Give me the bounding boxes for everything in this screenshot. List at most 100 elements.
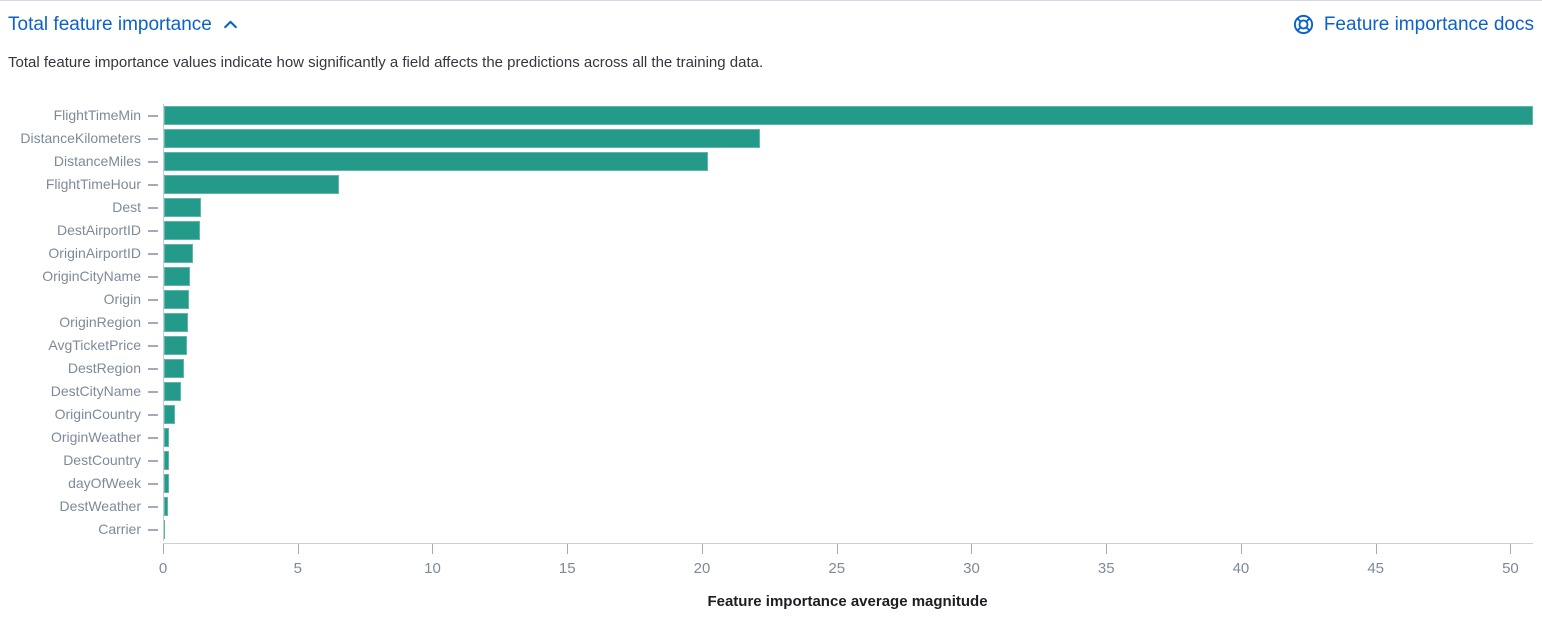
bar-OriginAirportID[interactable] bbox=[164, 244, 193, 263]
bar-row bbox=[164, 173, 1532, 196]
x-axis-tick-mark bbox=[432, 544, 434, 554]
x-axis-tick-mark bbox=[1240, 544, 1242, 554]
bar-AvgTicketPrice[interactable] bbox=[164, 336, 187, 355]
bar-row bbox=[164, 380, 1532, 403]
y-axis-label: dayOfWeek bbox=[68, 475, 141, 491]
bar-row bbox=[164, 449, 1532, 472]
y-axis-tick-mark bbox=[148, 437, 158, 439]
y-axis-label: DestWeather bbox=[59, 498, 141, 514]
bar-row bbox=[164, 127, 1532, 150]
x-axis-tick-label: 50 bbox=[1502, 560, 1519, 577]
bar-OriginCountry[interactable] bbox=[164, 405, 176, 424]
x-axis-tick-mark bbox=[163, 544, 164, 554]
bar-DestCountry[interactable] bbox=[164, 451, 170, 470]
x-axis-tick-label: 40 bbox=[1232, 560, 1250, 577]
y-axis-label: FlightTimeHour bbox=[45, 176, 141, 192]
bar-FlightTimeMin[interactable] bbox=[164, 106, 1533, 125]
bar-row bbox=[164, 495, 1532, 518]
bar-DestRegion[interactable] bbox=[164, 359, 184, 378]
bar-dayOfWeek[interactable] bbox=[164, 474, 169, 493]
x-axis-tick-mark bbox=[971, 544, 973, 554]
x-axis-tick-label: 5 bbox=[293, 560, 302, 577]
y-axis-tick-mark bbox=[148, 230, 158, 232]
bar-Carrier[interactable] bbox=[164, 520, 166, 539]
x-axis-tick-label: 0 bbox=[158, 560, 168, 577]
bar-row bbox=[164, 426, 1532, 449]
bar-OriginRegion[interactable] bbox=[164, 313, 188, 332]
plot-area bbox=[163, 104, 1533, 541]
y-axis-tick-mark bbox=[148, 276, 158, 278]
x-axis-tick-mark bbox=[1375, 544, 1377, 554]
y-axis-label: DistanceKilometers bbox=[20, 130, 141, 146]
bar-row bbox=[164, 104, 1533, 127]
bar-Origin[interactable] bbox=[164, 290, 190, 309]
y-axis-tick-mark bbox=[148, 299, 158, 301]
bar-OriginCityName[interactable] bbox=[164, 267, 190, 286]
y-axis-label: DestRegion bbox=[67, 360, 141, 376]
y-axis-tick-mark bbox=[148, 207, 158, 209]
bar-DistanceKilometers[interactable] bbox=[164, 129, 760, 148]
y-axis-tick-mark bbox=[148, 115, 158, 117]
y-axis-tick-mark bbox=[148, 529, 158, 531]
bar-DestWeather[interactable] bbox=[164, 497, 169, 516]
bar-OriginWeather[interactable] bbox=[164, 428, 170, 447]
bar-Dest[interactable] bbox=[164, 198, 201, 217]
x-axis-tick-label: 25 bbox=[828, 560, 846, 577]
y-axis-label: OriginRegion bbox=[59, 314, 141, 330]
bar-row bbox=[164, 150, 1532, 173]
y-axis-label: FlightTimeMin bbox=[53, 107, 141, 123]
bar-row bbox=[164, 219, 1532, 242]
panel-header: Total feature importance Feature importa… bbox=[8, 13, 1534, 36]
y-axis-label: OriginCityName bbox=[42, 268, 141, 284]
panel-title: Total feature importance bbox=[8, 13, 212, 35]
x-axis-title: Feature importance average magnitude bbox=[707, 593, 988, 610]
x-axis-tick-label: 30 bbox=[963, 560, 980, 577]
x-axis-tick-mark bbox=[567, 544, 569, 554]
chevron-up-icon bbox=[222, 16, 239, 33]
y-axis-label: Carrier bbox=[98, 521, 141, 537]
x-axis-line bbox=[163, 543, 1533, 544]
y-axis-tick-mark bbox=[148, 253, 158, 255]
y-axis-label: OriginWeather bbox=[50, 429, 141, 445]
y-axis-label: Origin bbox=[103, 291, 141, 307]
y-axis-label: Dest bbox=[112, 199, 141, 215]
x-axis-tick-mark bbox=[1106, 544, 1108, 554]
y-axis-tick-mark bbox=[148, 506, 158, 508]
total-feature-importance-toggle[interactable]: Total feature importance bbox=[8, 14, 239, 36]
feature-importance-docs-link[interactable]: Feature importance docs bbox=[1292, 13, 1534, 36]
y-axis-tick-mark bbox=[148, 414, 158, 416]
x-axis-tick-label: 15 bbox=[558, 560, 576, 577]
x-axis-tick-label: 10 bbox=[424, 560, 441, 577]
y-axis-tick-mark bbox=[148, 391, 158, 393]
y-axis-tick-mark bbox=[148, 138, 158, 140]
bar-DistanceMiles[interactable] bbox=[164, 152, 709, 171]
y-axis-label: OriginAirportID bbox=[48, 245, 141, 261]
lifebuoy-help-icon bbox=[1292, 13, 1315, 36]
bar-row bbox=[164, 403, 1532, 426]
x-axis-tick-mark bbox=[836, 544, 838, 554]
x-axis-tick-mark bbox=[701, 544, 703, 554]
y-axis-tick-mark bbox=[148, 460, 158, 462]
feature-importance-chart: FlightTimeMin DistanceKilometers DistanceM… bbox=[0, 96, 1542, 619]
bar-row bbox=[164, 472, 1532, 495]
bar-row bbox=[164, 518, 1532, 541]
y-axis-tick-mark bbox=[148, 483, 158, 485]
y-axis-tick-mark bbox=[148, 322, 158, 324]
y-axis-label: OriginCountry bbox=[54, 406, 141, 422]
y-axis-label: AvgTicketPrice bbox=[48, 337, 141, 353]
x-axis-tick-label: 45 bbox=[1367, 560, 1385, 577]
bar-DestCityName[interactable] bbox=[164, 382, 181, 401]
bar-DestAirportID[interactable] bbox=[164, 221, 200, 240]
y-axis-label: DistanceMiles bbox=[53, 153, 141, 169]
y-axis-label: DestCountry bbox=[63, 452, 141, 468]
x-axis-tick-mark bbox=[1510, 544, 1512, 554]
docs-link-label: Feature importance docs bbox=[1323, 13, 1534, 35]
x-axis-tick-mark bbox=[297, 544, 299, 554]
bar-row bbox=[164, 334, 1532, 357]
y-axis-label: DestAirportID bbox=[56, 222, 141, 238]
bar-row bbox=[164, 242, 1532, 265]
bar-FlightTimeHour[interactable] bbox=[164, 175, 340, 194]
y-axis-label: DestCityName bbox=[50, 383, 141, 399]
bar-row bbox=[164, 288, 1532, 311]
